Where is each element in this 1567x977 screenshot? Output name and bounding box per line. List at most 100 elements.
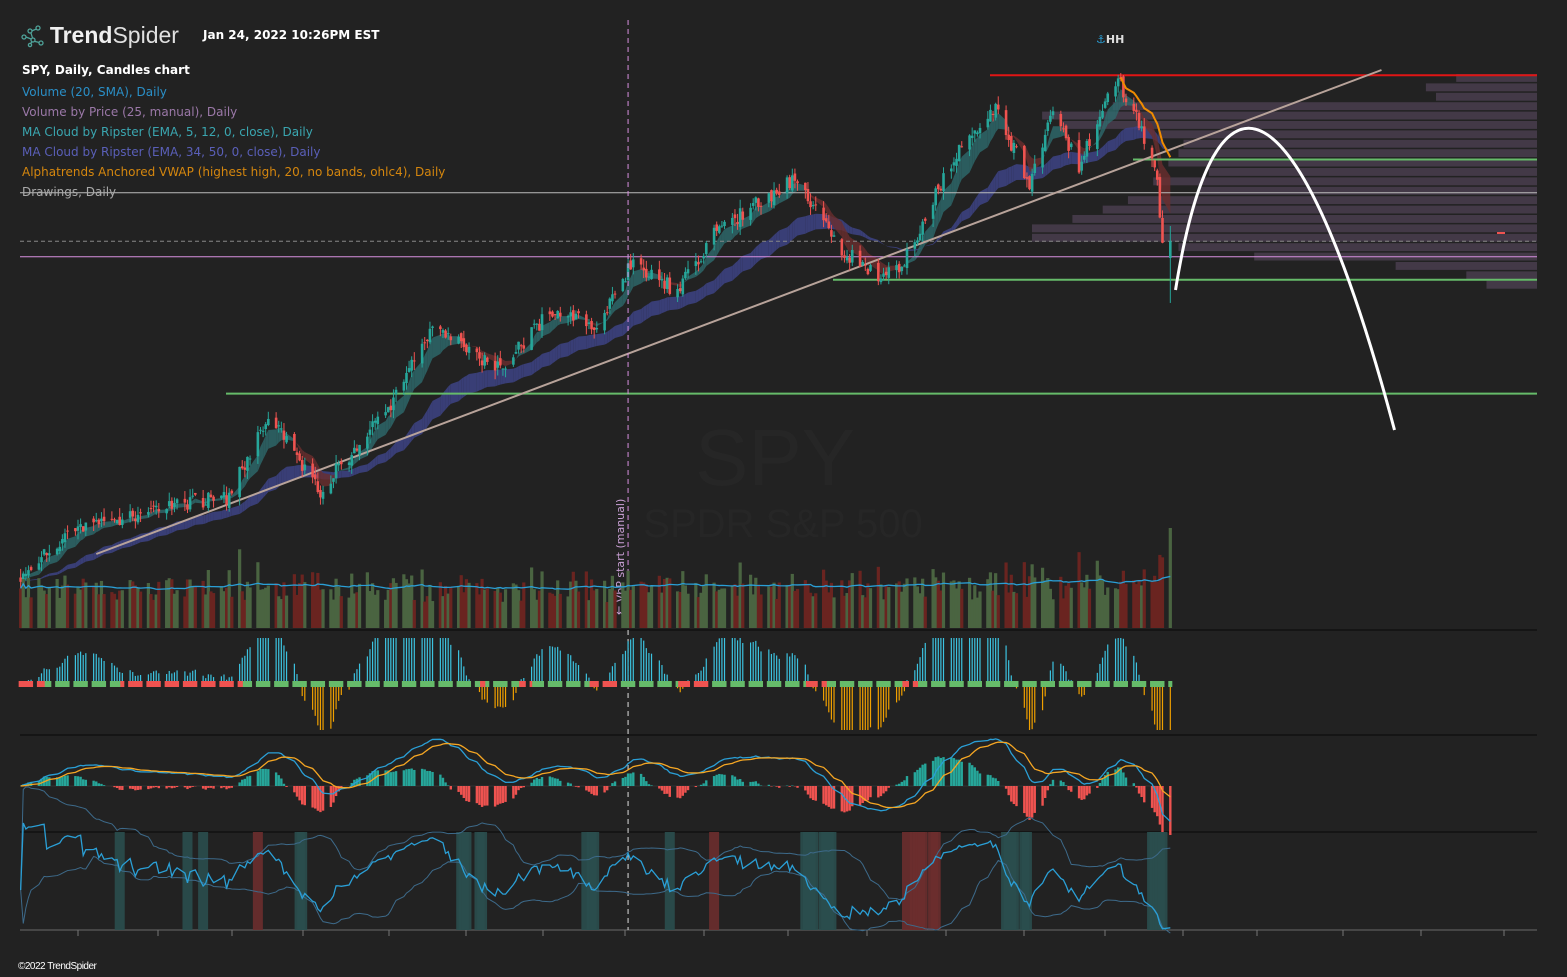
squeeze-dot xyxy=(646,681,651,687)
squeeze-dot xyxy=(352,681,357,687)
volume-bar xyxy=(1014,593,1019,628)
volume-bar xyxy=(1155,581,1159,628)
volume-bar xyxy=(540,571,544,628)
legend-item[interactable]: Alphatrends Anchored VWAP (highest high,… xyxy=(22,165,446,179)
cloud-segment xyxy=(242,476,245,490)
candle xyxy=(313,466,317,486)
candle xyxy=(480,352,484,373)
squeeze-dot xyxy=(185,681,190,687)
cloud-segment xyxy=(257,446,261,472)
squeeze-dot xyxy=(792,681,797,687)
legend-item[interactable]: MA Cloud by Ripster (EMA, 34, 50, 0, clo… xyxy=(22,145,321,159)
macd-hist-bar xyxy=(149,786,153,789)
candle xyxy=(869,263,872,272)
volume-bar xyxy=(1064,585,1068,628)
candle xyxy=(848,253,851,271)
macd-histogram xyxy=(22,756,1172,835)
macd-hist-bar xyxy=(186,786,189,790)
macd-hist-bar xyxy=(832,786,836,809)
volume-bar xyxy=(887,587,891,628)
cloud-segment xyxy=(815,197,824,208)
cloud-segment xyxy=(1097,148,1100,161)
candle xyxy=(960,141,964,148)
squeeze-dot xyxy=(748,681,753,687)
cloud-segment xyxy=(688,290,696,305)
cloud-segment xyxy=(281,468,284,485)
candle xyxy=(154,500,158,515)
candle xyxy=(1140,120,1143,132)
volume-bar xyxy=(1142,569,1146,628)
cloud-segment xyxy=(268,429,277,449)
macd-hist-bar xyxy=(686,786,690,791)
cloud-segment xyxy=(685,292,689,307)
projection-curve[interactable] xyxy=(1174,126,1396,431)
squeeze-dot xyxy=(1113,681,1118,687)
candle xyxy=(194,492,197,497)
volume-bar xyxy=(297,582,302,628)
macd-hist-bar xyxy=(220,786,223,789)
macd-hist-bar xyxy=(733,776,737,786)
volume-bar xyxy=(496,587,500,628)
volume-bar xyxy=(553,595,557,628)
volume-bar xyxy=(334,578,338,628)
volume-bar xyxy=(824,580,828,628)
squeeze-dot xyxy=(1157,681,1162,687)
volume-bar xyxy=(97,594,101,628)
squeeze-dot xyxy=(623,681,628,687)
legend-item[interactable]: Volume (20, SMA), Daily xyxy=(22,85,167,99)
rsi-band-highlight xyxy=(664,832,675,930)
macd-hist-bar xyxy=(806,786,810,795)
legend-item[interactable]: Volume by Price (25, manual), Daily xyxy=(22,105,238,119)
cloud-segment xyxy=(150,529,154,540)
squeeze-dot xyxy=(941,681,946,687)
cloud-segment xyxy=(247,496,251,509)
volume-bar xyxy=(201,580,205,628)
candle xyxy=(485,356,489,365)
volume-bar xyxy=(623,590,628,628)
macd-hist-bar xyxy=(788,786,791,787)
squeeze-dot xyxy=(182,681,187,687)
macd-hist-bar xyxy=(1169,786,1172,835)
macd-hist-bar xyxy=(175,786,179,788)
macd-hist-bar xyxy=(676,786,679,798)
volume-bar xyxy=(337,586,341,628)
macd-hist-bar xyxy=(413,769,416,786)
legend-item[interactable]: MA Cloud by Ripster (EMA, 5, 12, 0, clos… xyxy=(22,125,313,139)
squeeze-dot xyxy=(1045,681,1050,687)
candle xyxy=(720,220,724,228)
candle xyxy=(501,368,505,376)
squeeze-dot xyxy=(631,681,636,687)
volume-bar xyxy=(1124,583,1128,628)
rsi-band-highlight xyxy=(930,832,941,930)
cloud-segment xyxy=(1060,153,1064,168)
squeeze-dot xyxy=(696,681,701,687)
cloud-segment xyxy=(150,510,154,517)
cloud-segment xyxy=(669,296,678,311)
macd-hist-bar xyxy=(1023,786,1026,814)
volume-bar xyxy=(576,591,581,628)
squeeze-dot xyxy=(1011,681,1016,687)
candle xyxy=(952,157,956,172)
squeeze-dot xyxy=(1022,681,1027,687)
volume-bar xyxy=(115,599,119,628)
cloud-segment xyxy=(1034,166,1043,180)
candle xyxy=(332,478,335,489)
volume-bar xyxy=(1004,562,1008,628)
squeeze-dot xyxy=(120,681,125,687)
volume-bar xyxy=(438,582,442,628)
cloud-segment xyxy=(534,332,537,346)
volume-bar xyxy=(24,597,28,628)
candles xyxy=(19,73,1172,588)
macd-hist-bar xyxy=(460,786,463,795)
volume-bar xyxy=(428,584,432,628)
cloud-segment xyxy=(815,213,824,230)
cloud-segment xyxy=(78,530,81,544)
squeeze-dot xyxy=(47,681,52,687)
cloud-segment xyxy=(1162,164,1171,214)
cloud-segment xyxy=(961,207,970,222)
volume-bar xyxy=(814,593,818,628)
macd-hist-bar xyxy=(496,786,499,805)
squeeze-dot xyxy=(112,681,117,687)
legend-item[interactable]: Drawings, Daily xyxy=(22,185,117,199)
